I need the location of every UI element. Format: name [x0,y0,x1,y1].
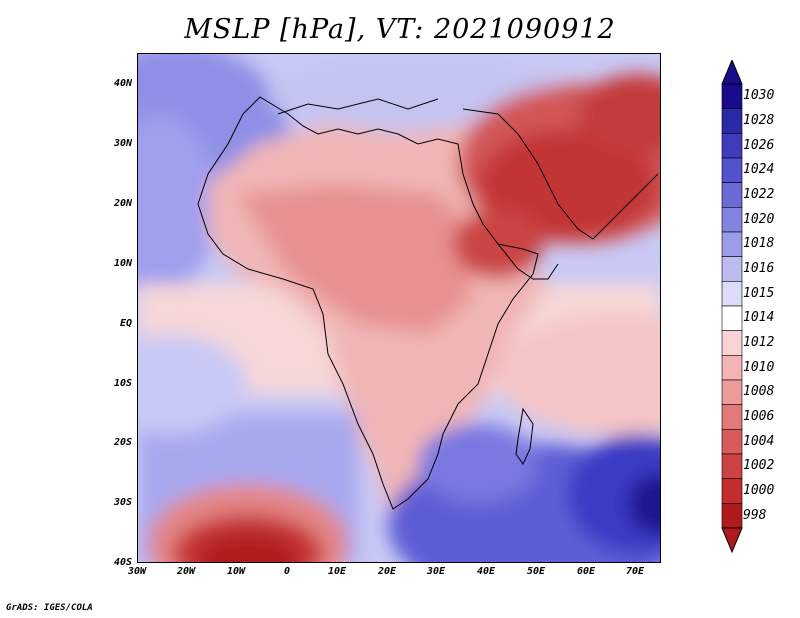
lon-tick: 40E [476,566,496,577]
lat-tick: 30N [113,138,132,149]
colorbar-label: 1028 [743,113,775,128]
colorbar-label: 1000 [743,483,775,498]
colorbar-label: 1002 [743,458,775,474]
lon-tick: 20W [176,566,196,577]
colorbar-swatch [721,478,743,504]
arabian-low [478,129,658,239]
colorbar-label: 1020 [743,211,775,227]
pressure-field [138,54,660,562]
colorbar-swatch [721,133,743,159]
colorbar-label: 1018 [743,236,775,252]
colorbar-swatch [721,83,743,109]
colorbar-label: 1015 [743,285,775,301]
lat-tick: 10N [113,258,132,269]
colorbar-swatch [721,182,743,208]
colorbar-label: 1010 [743,359,775,375]
lat-tick: 40N [113,78,132,89]
colorbar-label: 1030 [743,88,775,104]
lon-tick: 20E [377,566,397,577]
colorbar [721,60,743,554]
lon-tick: 10E [327,566,347,577]
colorbar-label: 1004 [743,433,775,449]
colorbar-swatch [721,108,743,134]
colorbar-swatch [721,404,743,430]
colorbar-swatch [721,207,743,233]
colorbar-label: 1008 [743,384,775,400]
colorbar-swatch [721,429,743,455]
lon-tick: 10W [226,566,246,577]
colorbar-swatch [721,231,743,257]
colorbar-label: 1006 [743,409,775,424]
colorbar-top-arrow [721,60,743,85]
lat-tick: 20S [113,437,132,448]
colorbar-label: 1012 [743,335,775,350]
colorbar-swatch [721,503,743,529]
map-panel [137,53,661,563]
colorbar-label: 1016 [743,261,775,276]
colorbar-label: 998 [743,507,767,523]
credit-text: GrADS: IGES/COLA [6,603,93,613]
colorbar-swatch [721,330,743,356]
colorbar-swatch [721,281,743,307]
lat-tick: 10S [113,378,132,389]
lon-tick: 60E [576,566,596,577]
colorbar-swatch [721,157,743,183]
coastlines [197,96,659,510]
colorbar-swatch [721,453,743,479]
lon-tick: 50E [526,566,546,577]
lon-tick: 70E [625,566,645,577]
colorbar-label: 1024 [743,162,775,178]
colorbar-swatch [721,355,743,381]
colorbar-label: 1022 [743,187,775,202]
lat-tick: 40S [113,557,132,568]
lon-tick: 30E [426,566,446,577]
lon-tick: 0 [283,566,291,577]
colorbar-swatch [721,256,743,282]
colorbar-swatch [721,305,743,331]
colorbar-label: 1026 [743,137,775,153]
lat-tick: 30S [113,497,132,508]
colorbar-bottom-arrow [721,527,743,554]
lat-tick: EQ [119,318,132,329]
lat-tick: 20N [113,198,132,209]
lon-tick: 30W [127,566,147,577]
colorbar-swatch [721,379,743,405]
map-title: MSLP [hPa], VT: 2021090912 [184,14,616,45]
colorbar-label: 1014 [743,310,775,326]
